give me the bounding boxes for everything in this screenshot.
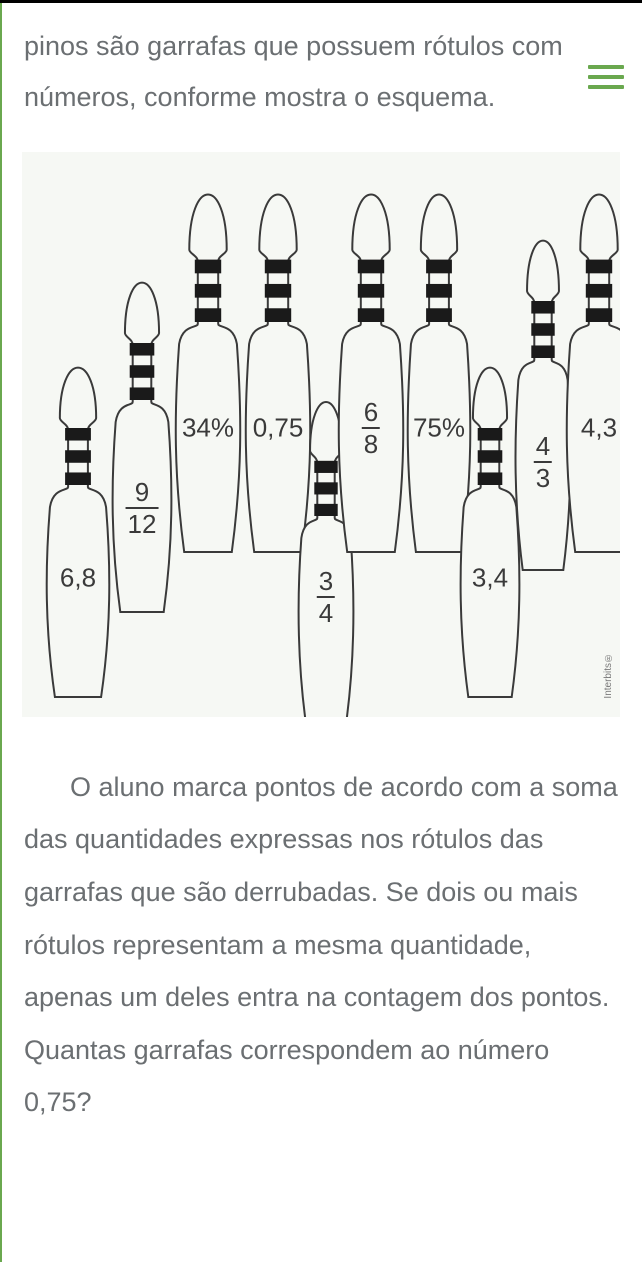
pin-6-8f-label: 68: [362, 399, 380, 457]
pin-3-4d-label: 3,4: [472, 562, 508, 593]
pin-0-75: [246, 194, 310, 551]
body-paragraph: O aluno marca pontos de acordo com a som…: [24, 761, 622, 1129]
figure-watermark: Interbits®: [603, 652, 614, 699]
pins-svg: [22, 152, 620, 717]
hamburger-menu-icon[interactable]: [588, 65, 624, 89]
pin-4-3-label: 43: [534, 433, 552, 491]
pin-9-12: [113, 282, 172, 611]
bowling-pins-figure: 6,8 912 34% 0,75 34 68 75% 3,4 43 4,3 Interbits®: [22, 152, 620, 717]
pin-75pct-label: 75%: [413, 412, 465, 443]
accent-bar: [0, 3, 2, 1262]
pin-4-3d-label: 4,3: [581, 412, 617, 443]
pin-6-8f: [339, 194, 403, 551]
pin-4-3: [515, 240, 570, 569]
pin-75pct: [408, 194, 471, 551]
pin-6-8-label: 6,8: [60, 562, 96, 593]
pin-9-12-label: 912: [126, 479, 159, 537]
pin-34pct-label: 34%: [182, 412, 234, 443]
pin-0-75-label: 0,75: [253, 412, 304, 443]
page-content: pinos são garrafas que possuem rótulos c…: [0, 3, 642, 1129]
pin-3-4-label: 34: [317, 568, 335, 626]
pin-6-8: [47, 367, 110, 696]
pin-4-3d: [567, 194, 620, 551]
intro-paragraph: pinos são garrafas que possuem rótulos c…: [24, 21, 622, 124]
pin-34pct: [176, 194, 240, 551]
